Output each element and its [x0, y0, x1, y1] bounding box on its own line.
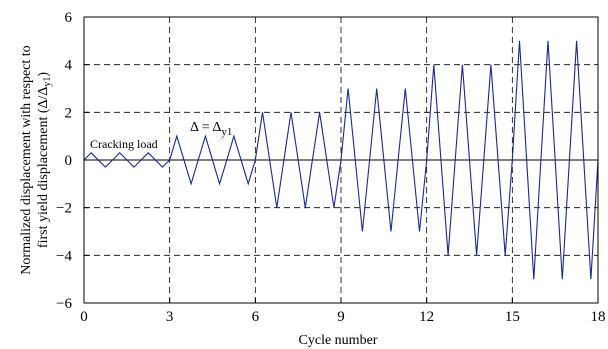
y-tick-label: 0 [65, 153, 73, 169]
series-layer [83, 40, 599, 280]
x-axis-title: Cycle number [299, 333, 378, 348]
annotation-cracking-load: Cracking load [90, 137, 158, 151]
y-tick-label: −4 [56, 248, 72, 264]
y-axis-title-line-1: Normalized displacement with respect to [19, 45, 34, 274]
x-tick-label: 12 [419, 309, 434, 325]
x-tick-label: 9 [337, 309, 345, 325]
ticks-layer: 0 3 6 9 12 15 18 −6 −4 −2 0 2 4 6 [56, 10, 605, 325]
x-tick-label: 6 [252, 309, 260, 325]
y-tick-label: 4 [65, 58, 73, 74]
y-tick-label: −6 [56, 296, 72, 312]
x-tick-label: 3 [166, 309, 174, 325]
y-tick-label: 6 [65, 10, 73, 26]
y-axis-title-line-2-end: ) [36, 72, 51, 77]
series-line [83, 40, 599, 280]
x-tick-label: 15 [505, 309, 520, 325]
y-tick-label: −2 [56, 201, 72, 217]
annotation-yield-delta: Δ = Δy1 [190, 120, 232, 138]
annotation-yield-delta-sub: y1 [221, 126, 232, 138]
y-axis-title-line-2-sub: y1 [42, 77, 53, 87]
y-tick-label: 2 [65, 105, 73, 121]
x-tick-label: 18 [591, 309, 606, 325]
y-axis-title-line-2: first yield displacement (Δ/Δy1) [36, 72, 53, 248]
y-axis-title: Normalized displacement with respect to … [19, 45, 53, 274]
annotation-yield-delta-main: Δ = Δ [190, 120, 221, 135]
x-tick-label: 0 [80, 309, 88, 325]
y-axis-title-line-2-main: first yield displacement (Δ/Δ [36, 87, 51, 248]
